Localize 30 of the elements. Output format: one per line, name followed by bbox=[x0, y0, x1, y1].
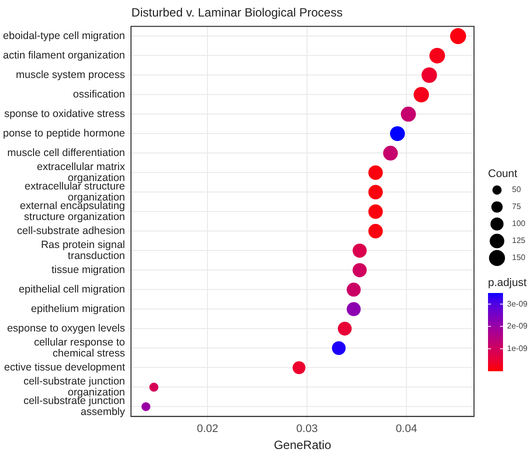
y-tick-label: cell-substrate adhesion bbox=[17, 225, 126, 238]
y-tick-label: actin filament organization bbox=[3, 50, 126, 62]
chart-title: Disturbed v. Laminar Biological Process bbox=[131, 6, 343, 20]
y-tick-label: Ras protein signal transduction bbox=[40, 239, 126, 262]
y-tick-label: ponse to peptide hormone bbox=[2, 128, 126, 140]
x-axis-title: GeneRatio bbox=[274, 438, 332, 452]
y-tick-label: epithelial cell migration bbox=[18, 284, 126, 296]
legend-label: 50 bbox=[512, 185, 522, 194]
color-bar-title: p.adjust bbox=[488, 277, 527, 290]
y-tick-label: muscle system process bbox=[16, 69, 126, 82]
x-tick-label: 0.04 bbox=[396, 423, 418, 436]
color-bar-label: 3e-09 bbox=[507, 299, 528, 308]
y-tick-label: eboidal-type cell migration bbox=[3, 30, 126, 42]
y-tick-label: esponse to oxygen levels bbox=[7, 322, 126, 335]
legend-label: 125 bbox=[512, 236, 526, 246]
legend-label: 75 bbox=[512, 202, 522, 212]
y-tick-label: ective tissue development bbox=[4, 362, 126, 374]
y-tick-label: tissue migration bbox=[51, 264, 126, 276]
color-bar-label: 1e-09 bbox=[507, 344, 528, 353]
legend-title: Count bbox=[488, 168, 518, 180]
y-tick-label: sponse to oxidative stress bbox=[4, 108, 126, 120]
y-tick-label: muscle cell differentiation bbox=[7, 147, 126, 160]
x-tick-label: 0.03 bbox=[296, 423, 318, 436]
color-bar-label: 2e-09 bbox=[507, 322, 528, 331]
y-tick-label: cellular response to chemical stress bbox=[34, 336, 126, 360]
y-tick-label: epithelium migration bbox=[31, 303, 126, 316]
legend-label: 150 bbox=[512, 253, 526, 262]
legend-label: 100 bbox=[512, 219, 526, 228]
y-tick-label: ossification bbox=[73, 88, 126, 101]
x-tick-label: 0.02 bbox=[196, 423, 218, 436]
